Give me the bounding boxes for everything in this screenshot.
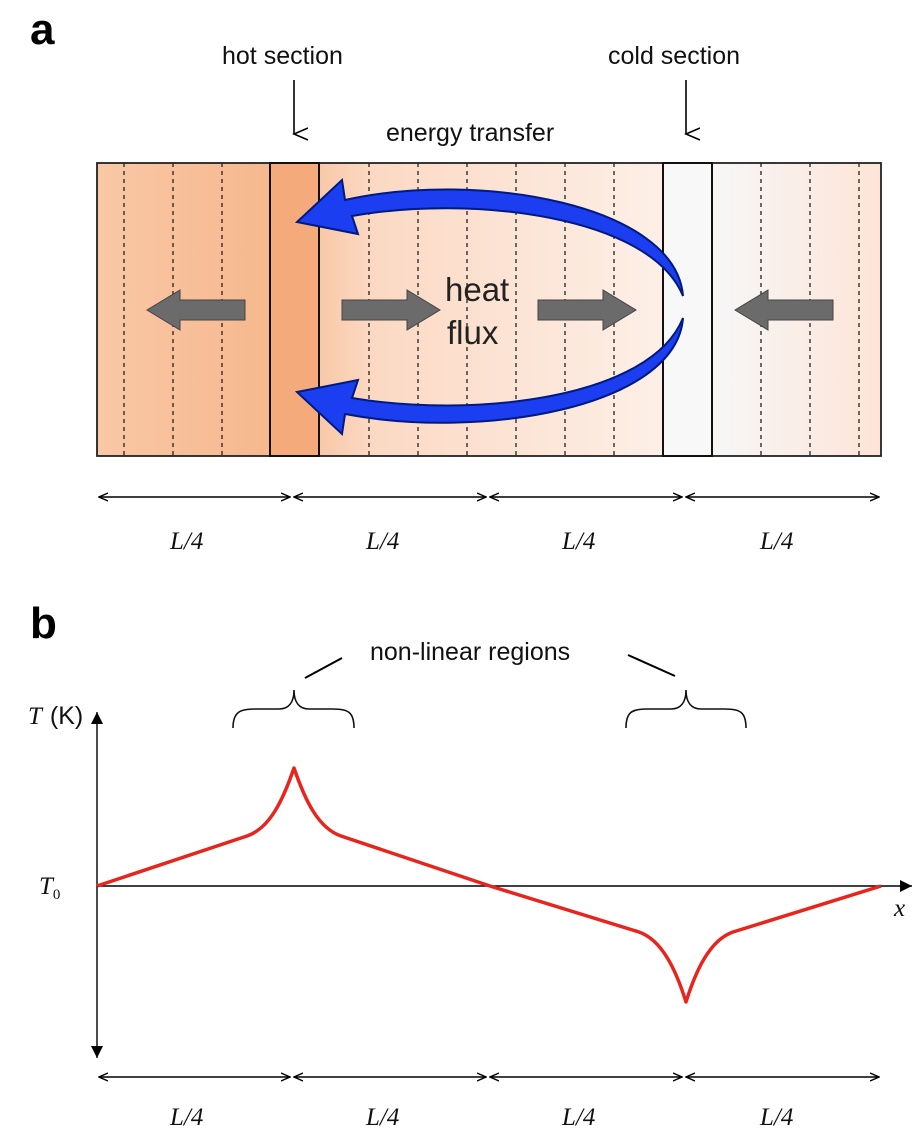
panel-a-segment-label-3: L/4 [561, 528, 595, 555]
region-pointer-right [627, 654, 676, 677]
gray-arrow-right-2-icon [537, 289, 637, 331]
flux-label: flux [447, 314, 499, 351]
panel-a-segment-label-4: L/4 [759, 528, 793, 555]
hot-section-label: hot section [222, 42, 343, 70]
brace-left-icon [232, 689, 355, 729]
panel-a-letter: a [30, 5, 55, 54]
temperature-profile-line [96, 766, 882, 1004]
heat-label: heat [445, 271, 509, 308]
cold-section-label: cold section [608, 42, 740, 70]
y-axis-label: T (K) [28, 702, 83, 730]
t0-label: T0 [39, 873, 60, 903]
energy-transfer-label: energy transfer [386, 119, 554, 147]
heat-flux-arrows [146, 289, 834, 331]
panel-a-segment-label-1: L/4 [169, 528, 203, 555]
curved-arrow-bottom-icon [294, 317, 684, 437]
panel-a-segment-label-2: L/4 [365, 528, 399, 555]
x-axis-label: x [893, 895, 905, 922]
cold-section [662, 162, 713, 457]
non-linear-regions-label: non-linear regions [370, 638, 570, 666]
panel-b-segment-label-4: L/4 [759, 1104, 793, 1131]
region-pointer-left [304, 657, 343, 679]
energy-transfer-arrows [294, 177, 684, 437]
panel-b-segment-label-2: L/4 [365, 1104, 399, 1131]
gray-arrow-left-1-icon [146, 289, 246, 331]
gray-arrow-left-2-icon [734, 289, 834, 331]
curved-arrow-top-icon [294, 177, 684, 297]
brace-right-icon [625, 689, 747, 729]
panel-b-segment-label-1: L/4 [169, 1104, 203, 1131]
gray-arrow-right-1-icon [341, 289, 441, 331]
panel-b-segment-label-3: L/4 [561, 1104, 595, 1131]
panel-b-letter: b [30, 599, 57, 648]
hot-section [269, 162, 320, 457]
